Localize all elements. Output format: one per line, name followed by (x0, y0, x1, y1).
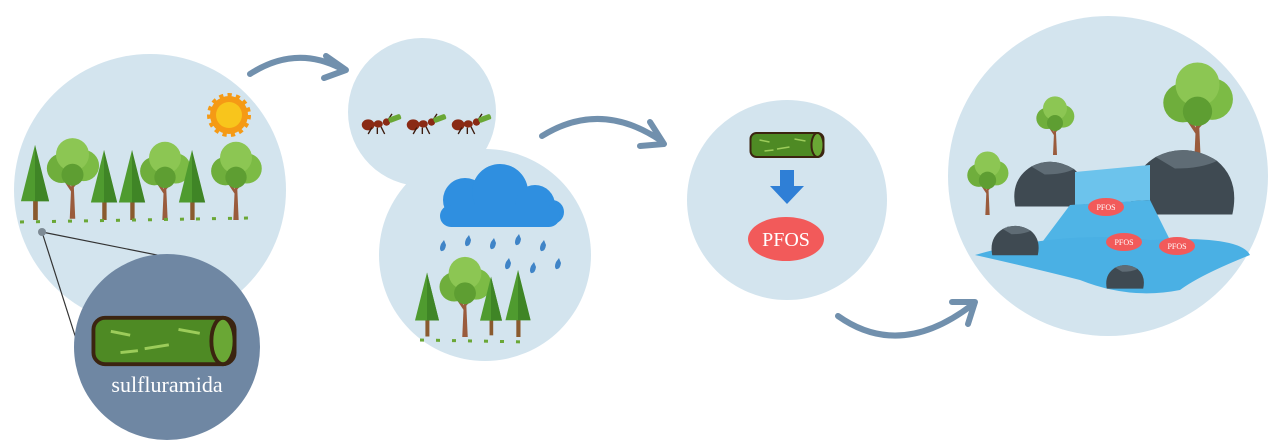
water-pfos-label: PFOS (1114, 238, 1133, 247)
diagram: sulfluramida PFOS (0, 0, 1268, 441)
cloud-part (440, 205, 560, 227)
water-pfos-label: PFOS (1096, 203, 1115, 212)
sun-core (216, 102, 242, 128)
log (751, 133, 824, 157)
page: sulfluramida PFOS (0, 0, 1268, 441)
bait-label: sulfluramida (111, 372, 222, 397)
sun (210, 96, 248, 134)
arrow (250, 58, 340, 74)
water-pfos-label: PFOS (1167, 242, 1186, 251)
bait-log (93, 318, 234, 364)
arrow (838, 305, 972, 336)
zoom-point (38, 228, 46, 236)
pfos-label: PFOS (762, 229, 810, 251)
arrow (542, 119, 660, 140)
